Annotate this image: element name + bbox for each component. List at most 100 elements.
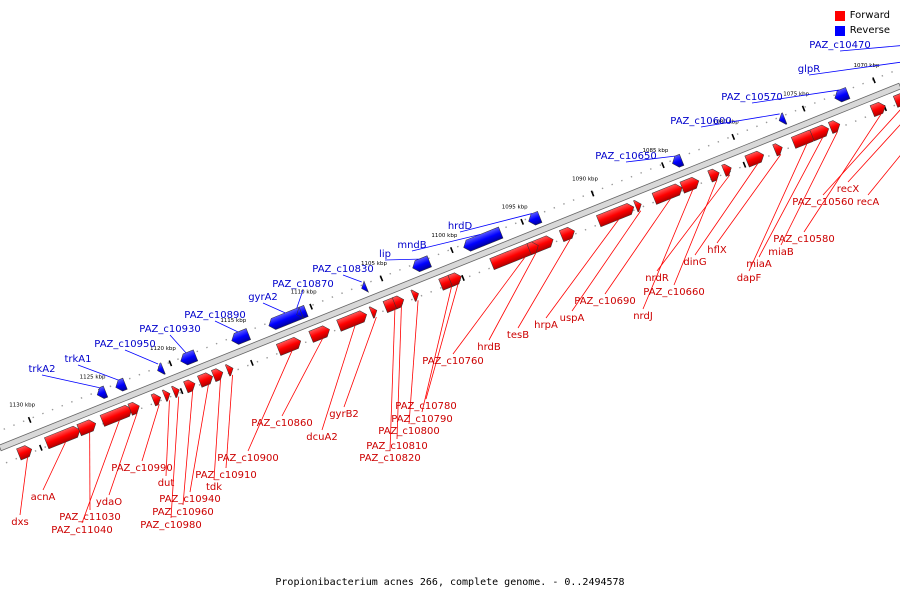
- kbp-tick: [872, 77, 876, 84]
- gene-PAZ_c10900-shape: [275, 337, 302, 356]
- gene-PAZ_c10860[interactable]: [308, 324, 332, 343]
- gene-PAZ_c10990[interactable]: [150, 392, 163, 407]
- leader-PAZ_c11040: [81, 420, 120, 524]
- forward-swatch: [834, 10, 845, 21]
- gene-nrdR[interactable]: [721, 162, 734, 177]
- gene-hrdD[interactable]: [526, 210, 543, 227]
- gene-PAZ_c10600[interactable]: [777, 112, 788, 126]
- gene-PAZ_c10890[interactable]: [229, 328, 251, 346]
- leader-recA: [867, 155, 900, 196]
- gene-hrdD-shape: [528, 210, 543, 226]
- label-PAZ_c10580: PAZ_c10580: [773, 234, 834, 245]
- gene-hrdB-shape: [526, 241, 539, 256]
- label-dapF: dapF: [737, 273, 762, 284]
- gene-ydaO[interactable]: [127, 400, 142, 416]
- leader-PAZ_c10650: [625, 155, 675, 163]
- label-dinG: dinG: [683, 257, 706, 268]
- leader-recX: [847, 124, 900, 183]
- label-glpR: glpR: [798, 64, 820, 75]
- kbp-tick-label: 1115 kbp: [220, 318, 246, 324]
- gene-PAZ_c10930[interactable]: [178, 349, 199, 367]
- kbp-tick: [801, 105, 806, 112]
- gene-nrdR-shape: [721, 163, 732, 177]
- gene-dinG[interactable]: [744, 149, 766, 168]
- gene-hrdB[interactable]: [526, 240, 541, 256]
- gene-PAZ_c10690[interactable]: [651, 182, 684, 205]
- label-PAZ_c10910: PAZ_c10910: [195, 470, 256, 481]
- label-mndB: mndB: [397, 240, 426, 251]
- gene-PAZ_c10870[interactable]: [294, 306, 305, 320]
- gene-dut[interactable]: [161, 388, 172, 402]
- gene-PAZ_c10760[interactable]: [489, 234, 556, 271]
- gene-lip-shape: [412, 255, 432, 272]
- scale-dots: [0, 70, 895, 432]
- label-PAZ_c10940: PAZ_c10940: [159, 494, 220, 505]
- gene-PAZ_c10960[interactable]: [183, 378, 198, 394]
- leader-PAZ_c10820: [389, 309, 396, 452]
- gene-trkA2-shape: [96, 385, 109, 399]
- label-miaB: miaB: [768, 247, 794, 258]
- gene-PAZ_c10930-shape: [180, 349, 199, 366]
- label-PAZ_c10930: PAZ_c10930: [139, 324, 200, 335]
- gene-PAZ_c10660[interactable]: [707, 167, 722, 183]
- gene-PAZ_c10800[interactable]: [410, 288, 421, 302]
- leader-PAZ_c10900: [247, 350, 293, 452]
- label-trkA1: trkA1: [64, 354, 91, 365]
- gene-PAZ_c10690-shape: [651, 183, 683, 205]
- gene-uspA[interactable]: [633, 199, 643, 213]
- gene-lip[interactable]: [410, 255, 432, 274]
- gene-PAZ_c10780[interactable]: [447, 271, 464, 287]
- leader-PAZ_c10600: [700, 113, 780, 128]
- gene-PAZ_c10990-shape: [150, 393, 162, 407]
- gene-miaA[interactable]: [809, 123, 831, 142]
- gene-tesB[interactable]: [558, 225, 576, 243]
- gene-hflX[interactable]: [772, 142, 785, 157]
- gene-miaB[interactable]: [827, 119, 842, 134]
- gene-acnA[interactable]: [44, 424, 82, 450]
- genome-backbone: [0, 82, 900, 452]
- gene-PAZ_c10980[interactable]: [171, 384, 181, 399]
- gene-PAZ_c10650-shape: [672, 153, 685, 168]
- label-dxs: dxs: [11, 517, 28, 528]
- genome-caption: Propionibacterium acnes 266, complete ge…: [275, 577, 625, 588]
- gene-PAZ_c10910[interactable]: [224, 363, 235, 377]
- kbp-tick-label: 1070 kbp: [854, 63, 880, 69]
- gene-PAZ_c10650[interactable]: [670, 153, 685, 169]
- gene-PAZ_c10580[interactable]: [869, 100, 887, 118]
- gene-nrdJ[interactable]: [679, 175, 701, 194]
- gene-PAZ_c11030[interactable]: [76, 418, 98, 437]
- leader-hflX: [716, 154, 782, 244]
- gene-PAZ_c10760-shape: [489, 235, 554, 271]
- gene-trkA1-shape: [115, 377, 128, 392]
- gene-PAZ_c10570[interactable]: [833, 87, 851, 103]
- gene-PAZ_c10950[interactable]: [155, 362, 166, 376]
- gene-dxs[interactable]: [16, 444, 34, 461]
- kbp-tick-label: 1090 kbp: [572, 176, 598, 182]
- label-miaA: miaA: [746, 259, 772, 270]
- kbp-tick: [661, 162, 665, 169]
- leader-gyrB2: [343, 316, 377, 408]
- gene-PAZ_c10560[interactable]: [892, 90, 900, 108]
- gene-tdk[interactable]: [211, 367, 225, 382]
- gene-tesB-shape: [558, 226, 575, 243]
- gene-PAZ_c10810[interactable]: [391, 294, 406, 310]
- leader-PAZ_c10930: [169, 334, 187, 354]
- gene-PAZ_c11040[interactable]: [99, 403, 134, 427]
- gene-gyrB2[interactable]: [368, 305, 379, 319]
- leader-miaB: [780, 131, 838, 246]
- label-recA: recA: [857, 197, 880, 208]
- gene-mndB[interactable]: [461, 226, 504, 253]
- reverse-swatch: [834, 25, 845, 36]
- gene-trkA1[interactable]: [114, 377, 128, 393]
- leader-lip: [384, 258, 419, 261]
- gene-trkA2[interactable]: [95, 385, 109, 400]
- gene-PAZ_c10830[interactable]: [359, 280, 369, 294]
- leader-hrdB: [488, 252, 537, 341]
- gene-dcuA2[interactable]: [336, 309, 369, 332]
- gene-PAZ_c10940[interactable]: [197, 371, 214, 388]
- kbp-tick: [520, 218, 525, 225]
- leader-PAZ_c10890: [214, 320, 239, 333]
- gene-PAZ_c10900[interactable]: [275, 335, 303, 356]
- gene-hrpA[interactable]: [596, 201, 636, 228]
- leader-PAZ_c10860: [281, 338, 323, 417]
